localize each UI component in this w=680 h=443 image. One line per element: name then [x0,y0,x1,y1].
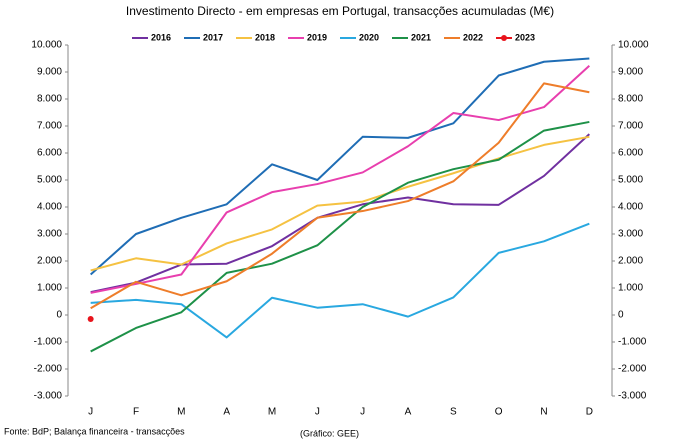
y-tick-label: -2.000 [34,364,63,375]
series-line [90,82,590,310]
y-tick-label: -1.000 [34,337,63,348]
series-line [90,135,590,272]
legend-label: 2020 [359,32,379,42]
y-tick-label: 8.000 [37,94,62,105]
chart-title: Investimento Directo - em empresas em Po… [126,4,554,18]
y-tick-label: -3.000 [34,391,63,402]
y-tick-label: 2.000 [37,256,62,267]
legend-label: 2017 [203,32,223,42]
y-tick-label: 1.000 [37,283,62,294]
series-line [90,65,591,294]
x-tick-label: J [360,407,365,418]
x-tick-label: M [268,407,276,418]
y2-tick-label: 8.000 [618,94,643,105]
legend-marker [501,35,507,41]
x-tick-label: N [540,407,547,418]
y2-tick-label: 3.000 [618,229,643,240]
y2-tick-label: 5.000 [618,175,643,186]
x-tick-label: F [133,407,139,418]
y2-tick-label: 0 [618,310,624,321]
series-line [90,57,590,276]
y-tick-label: 3.000 [37,229,62,240]
y-tick-label: 4.000 [37,202,62,213]
series-line [90,222,590,339]
y2-tick-label: -2.000 [618,364,647,375]
y2-tick-label: 9.000 [618,67,643,78]
x-tick-label: A [405,407,412,418]
y-tick-label: 9.000 [37,67,62,78]
y2-tick-label: 6.000 [618,148,643,159]
data-point [87,316,94,323]
x-tick-label: J [315,407,320,418]
source: Fonte: BdP; Balança financeira - transac… [4,426,185,436]
x-tick-label: D [586,407,593,418]
y-tick-label: 10.000 [31,40,62,51]
series-line [90,133,591,294]
x-tick-label: S [450,407,457,418]
legend-label: 2016 [151,32,171,42]
x-tick-label: J [88,407,93,418]
series-line [90,120,590,353]
y2-tick-label: 1.000 [618,283,643,294]
y2-tick-label: 4.000 [618,202,643,213]
x-tick-label: A [223,407,230,418]
y2-tick-label: 10.000 [618,40,649,51]
y-tick-label: 7.000 [37,121,62,132]
legend-label: 2019 [307,32,327,42]
y2-tick-label: 7.000 [618,121,643,132]
legend-label: 2018 [255,32,275,42]
y-tick-label: 6.000 [37,148,62,159]
legend-label: 2022 [463,32,483,42]
legend-label: 2023 [515,32,535,42]
legend-label: 2021 [411,32,431,42]
y-tick-label: 0 [56,310,62,321]
y2-tick-label: -3.000 [618,391,647,402]
x-tick-label: O [495,407,503,418]
y2-tick-label: 2.000 [618,256,643,267]
y-tick-label: 5.000 [37,175,62,186]
x-tick-label: M [177,407,185,418]
credit: (Gráfico: GEE) [300,428,359,438]
y2-tick-label: -1.000 [618,337,647,348]
